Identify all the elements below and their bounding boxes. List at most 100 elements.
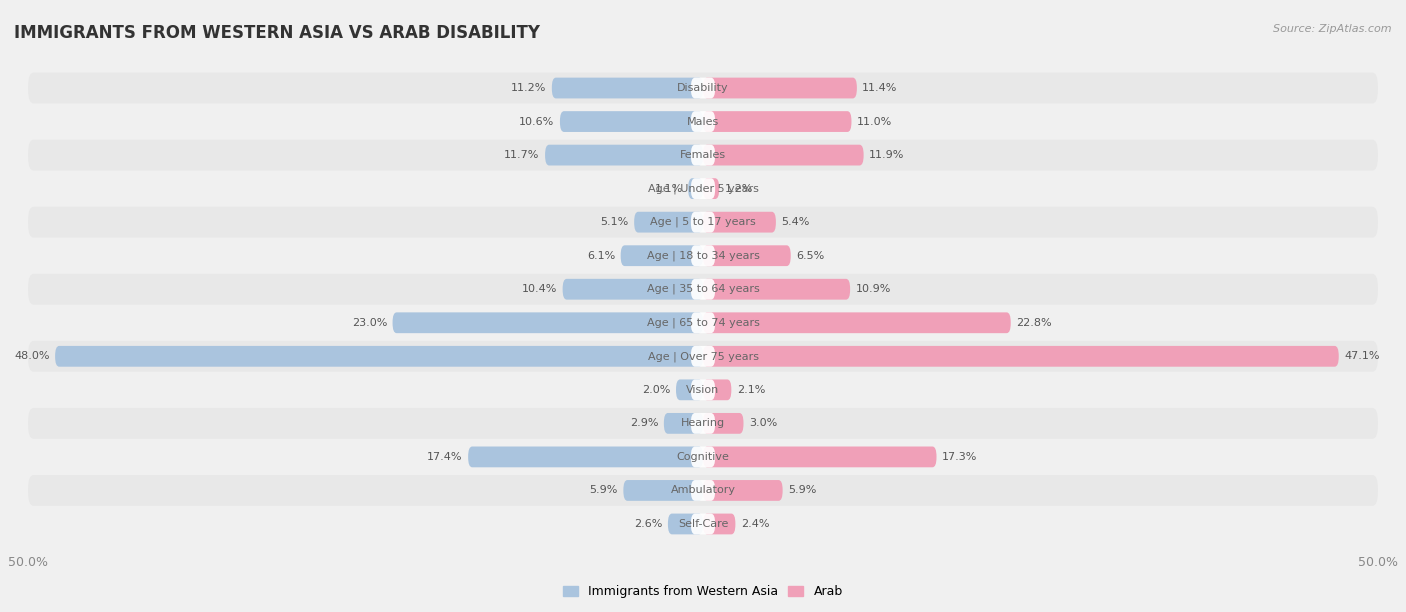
- Bar: [703, 447, 936, 468]
- FancyBboxPatch shape: [28, 173, 1378, 204]
- FancyBboxPatch shape: [676, 379, 703, 400]
- Text: 10.4%: 10.4%: [522, 284, 557, 294]
- Text: Source: ZipAtlas.com: Source: ZipAtlas.com: [1274, 24, 1392, 34]
- Legend: Immigrants from Western Asia, Arab: Immigrants from Western Asia, Arab: [558, 580, 848, 603]
- FancyBboxPatch shape: [664, 413, 703, 434]
- Bar: [703, 178, 720, 199]
- FancyBboxPatch shape: [690, 178, 716, 199]
- Text: Age | 18 to 34 years: Age | 18 to 34 years: [647, 250, 759, 261]
- Text: Males: Males: [688, 116, 718, 127]
- Text: IMMIGRANTS FROM WESTERN ASIA VS ARAB DISABILITY: IMMIGRANTS FROM WESTERN ASIA VS ARAB DIS…: [14, 24, 540, 42]
- Bar: [703, 379, 731, 400]
- FancyBboxPatch shape: [28, 375, 1378, 405]
- FancyBboxPatch shape: [703, 144, 863, 165]
- Text: 2.0%: 2.0%: [643, 385, 671, 395]
- FancyBboxPatch shape: [690, 447, 716, 468]
- Bar: [551, 78, 703, 99]
- Bar: [623, 480, 703, 501]
- FancyBboxPatch shape: [703, 379, 731, 400]
- FancyBboxPatch shape: [28, 106, 1378, 137]
- Bar: [676, 379, 703, 400]
- Text: 10.9%: 10.9%: [855, 284, 891, 294]
- Bar: [703, 245, 790, 266]
- Text: Ambulatory: Ambulatory: [671, 485, 735, 496]
- Bar: [703, 480, 783, 501]
- Text: 47.1%: 47.1%: [1344, 351, 1379, 361]
- Text: Females: Females: [681, 150, 725, 160]
- Text: 6.1%: 6.1%: [588, 251, 616, 261]
- FancyBboxPatch shape: [690, 513, 716, 534]
- Bar: [668, 513, 703, 534]
- Text: 23.0%: 23.0%: [352, 318, 387, 328]
- Bar: [55, 346, 703, 367]
- FancyBboxPatch shape: [28, 307, 1378, 338]
- FancyBboxPatch shape: [634, 212, 703, 233]
- Text: 11.9%: 11.9%: [869, 150, 904, 160]
- FancyBboxPatch shape: [623, 480, 703, 501]
- FancyBboxPatch shape: [55, 346, 703, 367]
- Bar: [703, 413, 744, 434]
- Bar: [664, 413, 703, 434]
- FancyBboxPatch shape: [690, 480, 716, 501]
- FancyBboxPatch shape: [560, 111, 703, 132]
- FancyBboxPatch shape: [690, 111, 716, 132]
- FancyBboxPatch shape: [703, 413, 744, 434]
- FancyBboxPatch shape: [28, 73, 1378, 103]
- Bar: [620, 245, 703, 266]
- FancyBboxPatch shape: [28, 140, 1378, 171]
- Text: 1.2%: 1.2%: [724, 184, 754, 193]
- Text: 2.1%: 2.1%: [737, 385, 765, 395]
- Text: 11.2%: 11.2%: [510, 83, 547, 93]
- FancyBboxPatch shape: [668, 513, 703, 534]
- FancyBboxPatch shape: [690, 144, 716, 165]
- FancyBboxPatch shape: [690, 346, 716, 367]
- FancyBboxPatch shape: [562, 279, 703, 300]
- Text: Age | 65 to 74 years: Age | 65 to 74 years: [647, 318, 759, 328]
- Text: 6.5%: 6.5%: [796, 251, 824, 261]
- Bar: [703, 78, 856, 99]
- Text: Vision: Vision: [686, 385, 720, 395]
- Text: 2.4%: 2.4%: [741, 519, 769, 529]
- FancyBboxPatch shape: [703, 480, 783, 501]
- Text: 3.0%: 3.0%: [749, 419, 778, 428]
- Bar: [392, 312, 703, 333]
- FancyBboxPatch shape: [28, 341, 1378, 371]
- FancyBboxPatch shape: [690, 312, 716, 333]
- Text: 5.1%: 5.1%: [600, 217, 628, 227]
- FancyBboxPatch shape: [28, 241, 1378, 271]
- Text: 11.7%: 11.7%: [505, 150, 540, 160]
- Bar: [703, 212, 776, 233]
- FancyBboxPatch shape: [28, 475, 1378, 506]
- Text: 5.9%: 5.9%: [787, 485, 817, 496]
- FancyBboxPatch shape: [28, 207, 1378, 237]
- FancyBboxPatch shape: [392, 312, 703, 333]
- FancyBboxPatch shape: [690, 413, 716, 434]
- FancyBboxPatch shape: [620, 245, 703, 266]
- FancyBboxPatch shape: [690, 279, 716, 300]
- FancyBboxPatch shape: [690, 212, 716, 233]
- Text: 5.4%: 5.4%: [782, 217, 810, 227]
- FancyBboxPatch shape: [690, 379, 716, 400]
- Text: Cognitive: Cognitive: [676, 452, 730, 462]
- Text: Age | Under 5 years: Age | Under 5 years: [648, 184, 758, 194]
- Bar: [703, 279, 851, 300]
- Text: 17.3%: 17.3%: [942, 452, 977, 462]
- FancyBboxPatch shape: [551, 78, 703, 99]
- FancyBboxPatch shape: [28, 274, 1378, 305]
- Bar: [703, 111, 852, 132]
- FancyBboxPatch shape: [703, 346, 1339, 367]
- Text: Age | 35 to 64 years: Age | 35 to 64 years: [647, 284, 759, 294]
- Bar: [634, 212, 703, 233]
- FancyBboxPatch shape: [546, 144, 703, 165]
- Text: Age | 5 to 17 years: Age | 5 to 17 years: [650, 217, 756, 228]
- FancyBboxPatch shape: [703, 178, 720, 199]
- FancyBboxPatch shape: [688, 178, 703, 199]
- FancyBboxPatch shape: [703, 312, 1011, 333]
- Bar: [703, 346, 1339, 367]
- Text: 11.0%: 11.0%: [856, 116, 893, 127]
- FancyBboxPatch shape: [28, 509, 1378, 539]
- Bar: [546, 144, 703, 165]
- FancyBboxPatch shape: [703, 111, 852, 132]
- Bar: [703, 513, 735, 534]
- Text: 11.4%: 11.4%: [862, 83, 897, 93]
